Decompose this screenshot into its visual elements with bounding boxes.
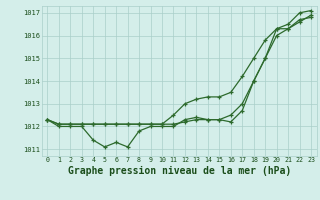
X-axis label: Graphe pression niveau de la mer (hPa): Graphe pression niveau de la mer (hPa) xyxy=(68,166,291,176)
